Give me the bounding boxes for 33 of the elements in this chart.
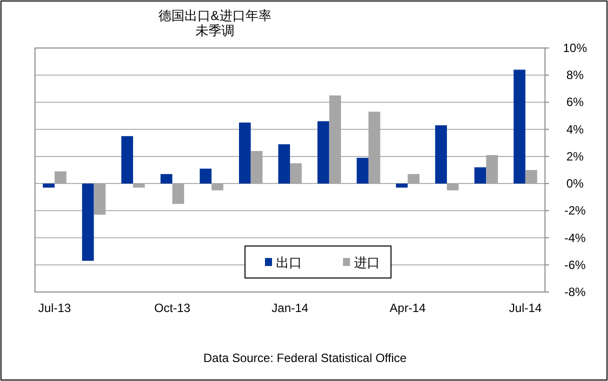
- chart-title: 德国出口&进口年率: [158, 8, 272, 23]
- x-tick-label: Oct-13: [154, 301, 191, 315]
- y-tick-label: -4%: [564, 230, 586, 245]
- source-note: Data Source: Federal Statistical Office: [203, 351, 407, 365]
- y-tick-label: 10%: [562, 41, 588, 55]
- bar: [121, 136, 134, 184]
- bar: [278, 144, 290, 184]
- chart-subtitle: 未季调: [196, 23, 234, 38]
- y-tick-label: 4%: [566, 122, 584, 136]
- x-tick-label: Jul-14: [509, 301, 542, 315]
- bar: [396, 184, 408, 188]
- legend-label: 进口: [354, 255, 380, 270]
- bar: [42, 184, 55, 188]
- y-tick-label: 8%: [566, 68, 584, 82]
- x-tick-label: Jan-14: [272, 301, 309, 315]
- bar: [317, 121, 330, 184]
- bar: [160, 174, 172, 184]
- bar: [474, 167, 486, 184]
- y-tick-label: -8%: [564, 285, 586, 299]
- x-tick-label: Jul-13: [38, 301, 72, 315]
- y-tick-label: 2%: [566, 149, 584, 164]
- bar: [200, 168, 212, 184]
- y-tick-label: 0%: [566, 176, 584, 191]
- bar: [239, 122, 251, 184]
- y-tick-label: 6%: [566, 95, 584, 110]
- bar: [356, 158, 368, 184]
- bar: [82, 184, 94, 261]
- legend-label: 出口: [276, 255, 302, 270]
- x-tick-label: Apr-14: [390, 301, 426, 315]
- bar: [435, 125, 447, 184]
- y-tick-label: -6%: [564, 258, 586, 272]
- y-tick-label: -2%: [564, 204, 586, 218]
- bar: [514, 70, 526, 184]
